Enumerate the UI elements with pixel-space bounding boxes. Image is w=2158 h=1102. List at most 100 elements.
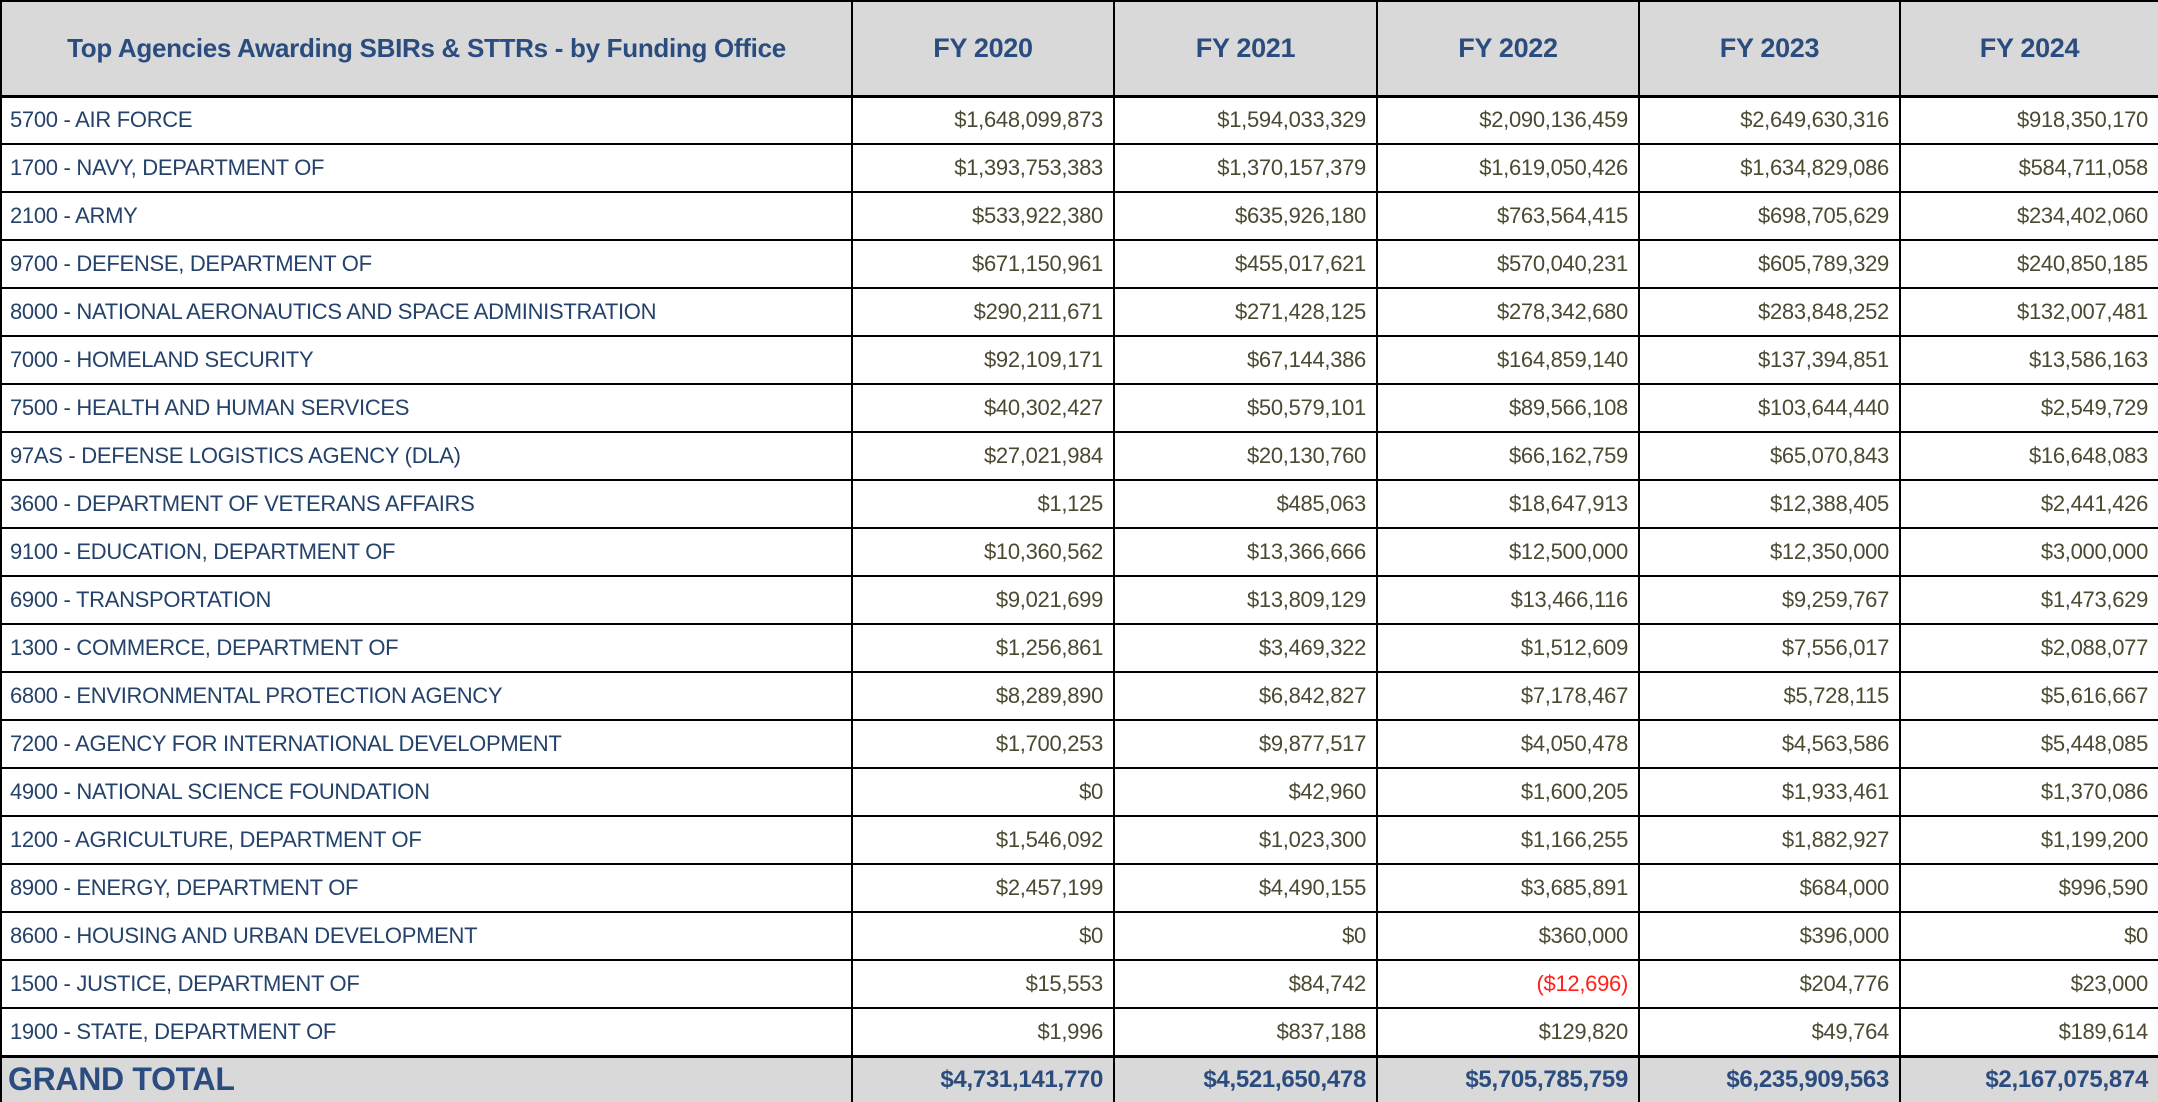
table-row: 8000 - NATIONAL AERONAUTICS AND SPACE AD… <box>0 287 2158 337</box>
value-cell-fy2023: $684,000 <box>1638 863 1901 913</box>
agency-label: 3600 - DEPARTMENT OF VETERANS AFFAIRS <box>0 479 853 529</box>
value-cell-fy2023: $605,789,329 <box>1638 239 1901 289</box>
value-cell-fy2024: $0 <box>1899 911 2158 961</box>
value-cell-fy2024: $189,614 <box>1899 1007 2158 1057</box>
value-cell-fy2020: $1,546,092 <box>851 815 1115 865</box>
table-row: 6800 - ENVIRONMENTAL PROTECTION AGENCY $… <box>0 671 2158 721</box>
value-cell-fy2021: $50,579,101 <box>1113 383 1378 433</box>
value-cell-fy2022: $1,619,050,426 <box>1376 143 1640 193</box>
value-cell-fy2024: $1,199,200 <box>1899 815 2158 865</box>
column-header-fy2020[interactable]: FY 2020 <box>851 0 1115 98</box>
table-row: 97AS - DEFENSE LOGISTICS AGENCY (DLA) $2… <box>0 431 2158 481</box>
value-cell-fy2023: $1,882,927 <box>1638 815 1901 865</box>
value-cell-fy2022: $7,178,467 <box>1376 671 1640 721</box>
value-cell-fy2020: $1,996 <box>851 1007 1115 1057</box>
table-header: Top Agencies Awarding SBIRs & STTRs - by… <box>0 0 2158 98</box>
value-cell-fy2023: $7,556,017 <box>1638 623 1901 673</box>
value-cell-fy2022: $3,685,891 <box>1376 863 1640 913</box>
value-cell-fy2023: $103,644,440 <box>1638 383 1901 433</box>
agency-label: 6900 - TRANSPORTATION <box>0 575 853 625</box>
agency-label: 5700 - AIR FORCE <box>0 95 853 145</box>
table-row: 2100 - ARMY $533,922,380 $635,926,180 $7… <box>0 191 2158 241</box>
table-row: 4900 - NATIONAL SCIENCE FOUNDATION $0 $4… <box>0 767 2158 817</box>
value-cell-fy2022: $360,000 <box>1376 911 1640 961</box>
value-cell-fy2020: $1,256,861 <box>851 623 1115 673</box>
column-header-fy2024[interactable]: FY 2024 <box>1899 0 2158 98</box>
value-cell-fy2023: $12,350,000 <box>1638 527 1901 577</box>
table-row: 7200 - AGENCY FOR INTERNATIONAL DEVELOPM… <box>0 719 2158 769</box>
value-cell-fy2024: $13,586,163 <box>1899 335 2158 385</box>
value-cell-fy2023: $396,000 <box>1638 911 1901 961</box>
value-cell-fy2020: $9,021,699 <box>851 575 1115 625</box>
value-cell-fy2024: $23,000 <box>1899 959 2158 1009</box>
agency-label: 1300 - COMMERCE, DEPARTMENT OF <box>0 623 853 673</box>
agency-label: 8900 - ENERGY, DEPARTMENT OF <box>0 863 853 913</box>
value-cell-fy2022: $12,500,000 <box>1376 527 1640 577</box>
value-cell-fy2024: $5,448,085 <box>1899 719 2158 769</box>
agency-label: 2100 - ARMY <box>0 191 853 241</box>
value-cell-fy2022: $18,647,913 <box>1376 479 1640 529</box>
value-cell-fy2021: $3,469,322 <box>1113 623 1378 673</box>
table-row: 1500 - JUSTICE, DEPARTMENT OF $15,553 $8… <box>0 959 2158 1009</box>
value-cell-fy2021: $1,594,033,329 <box>1113 95 1378 145</box>
value-cell-fy2022: $164,859,140 <box>1376 335 1640 385</box>
value-cell-fy2024: $2,549,729 <box>1899 383 2158 433</box>
grand-total-row: GRAND TOTAL $4,731,141,770 $4,521,650,47… <box>0 1054 2158 1102</box>
value-cell-fy2022: $1,512,609 <box>1376 623 1640 673</box>
value-cell-fy2023: $1,634,829,086 <box>1638 143 1901 193</box>
value-cell-fy2020: $15,553 <box>851 959 1115 1009</box>
value-cell-fy2020: $8,289,890 <box>851 671 1115 721</box>
table-footer: GRAND TOTAL $4,731,141,770 $4,521,650,47… <box>0 1054 2158 1102</box>
value-cell-fy2020: $1,125 <box>851 479 1115 529</box>
value-cell-fy2024: $2,088,077 <box>1899 623 2158 673</box>
agency-label: 1700 - NAVY, DEPARTMENT OF <box>0 143 853 193</box>
value-cell-fy2020: $1,700,253 <box>851 719 1115 769</box>
agency-label: 6800 - ENVIRONMENTAL PROTECTION AGENCY <box>0 671 853 721</box>
value-cell-fy2022: $2,090,136,459 <box>1376 95 1640 145</box>
value-cell-fy2024: $2,441,426 <box>1899 479 2158 529</box>
table-row: 1200 - AGRICULTURE, DEPARTMENT OF $1,546… <box>0 815 2158 865</box>
value-cell-fy2021: $42,960 <box>1113 767 1378 817</box>
agency-label: 8600 - HOUSING AND URBAN DEVELOPMENT <box>0 911 853 961</box>
value-cell-fy2024: $918,350,170 <box>1899 95 2158 145</box>
value-cell-fy2024: $240,850,185 <box>1899 239 2158 289</box>
value-cell-fy2023: $283,848,252 <box>1638 287 1901 337</box>
value-cell-fy2024: $16,648,083 <box>1899 431 2158 481</box>
value-cell-fy2024: $1,370,086 <box>1899 767 2158 817</box>
value-cell-fy2024: $3,000,000 <box>1899 527 2158 577</box>
grand-total-value-fy2020: $4,731,141,770 <box>851 1054 1115 1102</box>
table-row: 8900 - ENERGY, DEPARTMENT OF $2,457,199 … <box>0 863 2158 913</box>
value-cell-fy2023: $204,776 <box>1638 959 1901 1009</box>
column-header-fy2021[interactable]: FY 2021 <box>1113 0 1378 98</box>
agency-label: 4900 - NATIONAL SCIENCE FOUNDATION <box>0 767 853 817</box>
value-cell-fy2021: $13,809,129 <box>1113 575 1378 625</box>
value-cell-fy2020: $0 <box>851 911 1115 961</box>
value-cell-fy2023: $5,728,115 <box>1638 671 1901 721</box>
value-cell-fy2020: $1,648,099,873 <box>851 95 1115 145</box>
agency-label: 9100 - EDUCATION, DEPARTMENT OF <box>0 527 853 577</box>
value-cell-fy2023: $698,705,629 <box>1638 191 1901 241</box>
agency-label: 1500 - JUSTICE, DEPARTMENT OF <box>0 959 853 1009</box>
value-cell-fy2020: $10,360,562 <box>851 527 1115 577</box>
value-cell-fy2021: $67,144,386 <box>1113 335 1378 385</box>
table-row: 9700 - DEFENSE, DEPARTMENT OF $671,150,9… <box>0 239 2158 289</box>
grand-total-value-fy2024: $2,167,075,874 <box>1899 1054 2158 1102</box>
table-row: 7000 - HOMELAND SECURITY $92,109,171 $67… <box>0 335 2158 385</box>
value-cell-fy2020: $2,457,199 <box>851 863 1115 913</box>
column-header-fy2022[interactable]: FY 2022 <box>1376 0 1640 98</box>
value-cell-fy2021: $13,366,666 <box>1113 527 1378 577</box>
value-cell-fy2022: $4,050,478 <box>1376 719 1640 769</box>
value-cell-fy2020: $533,922,380 <box>851 191 1115 241</box>
value-cell-fy2021: $837,188 <box>1113 1007 1378 1057</box>
value-cell-fy2023: $1,933,461 <box>1638 767 1901 817</box>
value-cell-fy2023: $2,649,630,316 <box>1638 95 1901 145</box>
value-cell-fy2024: $584,711,058 <box>1899 143 2158 193</box>
value-cell-fy2023: $49,764 <box>1638 1007 1901 1057</box>
value-cell-fy2024: $1,473,629 <box>1899 575 2158 625</box>
value-cell-fy2022: $763,564,415 <box>1376 191 1640 241</box>
agency-label: 7000 - HOMELAND SECURITY <box>0 335 853 385</box>
column-header-fy2023[interactable]: FY 2023 <box>1638 0 1901 98</box>
value-cell-fy2022: $1,166,255 <box>1376 815 1640 865</box>
agency-label: 7500 - HEALTH AND HUMAN SERVICES <box>0 383 853 433</box>
